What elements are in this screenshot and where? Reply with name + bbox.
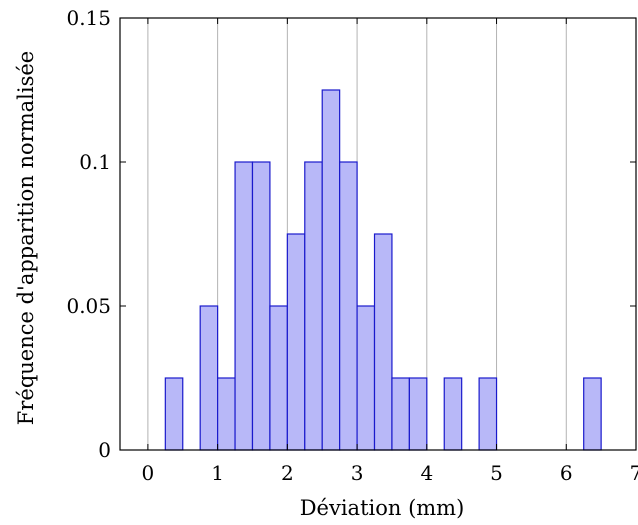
histogram-bar-3 (234, 161, 254, 451)
histogram-bar-6 (286, 233, 306, 451)
histogram-bar-12 (391, 377, 410, 451)
x-tick-label-7: 7 (630, 461, 638, 485)
x-tick-label-2: 2 (281, 461, 294, 485)
y-tick-label-3: 0.15 (66, 6, 111, 30)
y-tick-label-1: 0.05 (66, 294, 111, 318)
y-tick-label-0: 0 (98, 438, 111, 462)
x-tick-labels: 0 1 2 3 4 5 6 7 (142, 461, 638, 485)
x-tick-label-4: 4 (420, 461, 433, 485)
histogram-bar-2 (217, 377, 236, 451)
x-tick-label-3: 3 (351, 461, 364, 485)
x-tick-label-5: 5 (490, 461, 503, 485)
histogram-bar-4 (251, 161, 271, 451)
histogram-bar-14 (443, 377, 463, 451)
y-axis-label: Fréquence d'apparition normalisée (14, 51, 38, 425)
histogram-bar-15 (478, 377, 498, 451)
histogram-bar-5 (269, 305, 288, 451)
x-tick-label-1: 1 (211, 461, 224, 485)
histogram-bar-1 (199, 305, 219, 451)
x-tick-label-6: 6 (560, 461, 573, 485)
histogram-bar-16 (583, 377, 602, 451)
plot-frame (119, 17, 637, 451)
histogram-bar-0 (164, 377, 184, 451)
histogram-bar-11 (373, 233, 393, 451)
histogram-bar-7 (304, 161, 323, 451)
histogram-bar-10 (356, 305, 376, 451)
x-tick-label-0: 0 (142, 461, 155, 485)
y-tick-label-2: 0.1 (79, 150, 111, 174)
bars (164, 89, 602, 451)
histogram-bar-8 (321, 89, 341, 451)
histogram-bar-9 (339, 161, 358, 451)
histogram-bar-13 (408, 377, 428, 451)
y-tick-labels: 0 0.05 0.1 0.15 (66, 6, 111, 462)
x-axis-label: Déviation (mm) (300, 496, 465, 520)
